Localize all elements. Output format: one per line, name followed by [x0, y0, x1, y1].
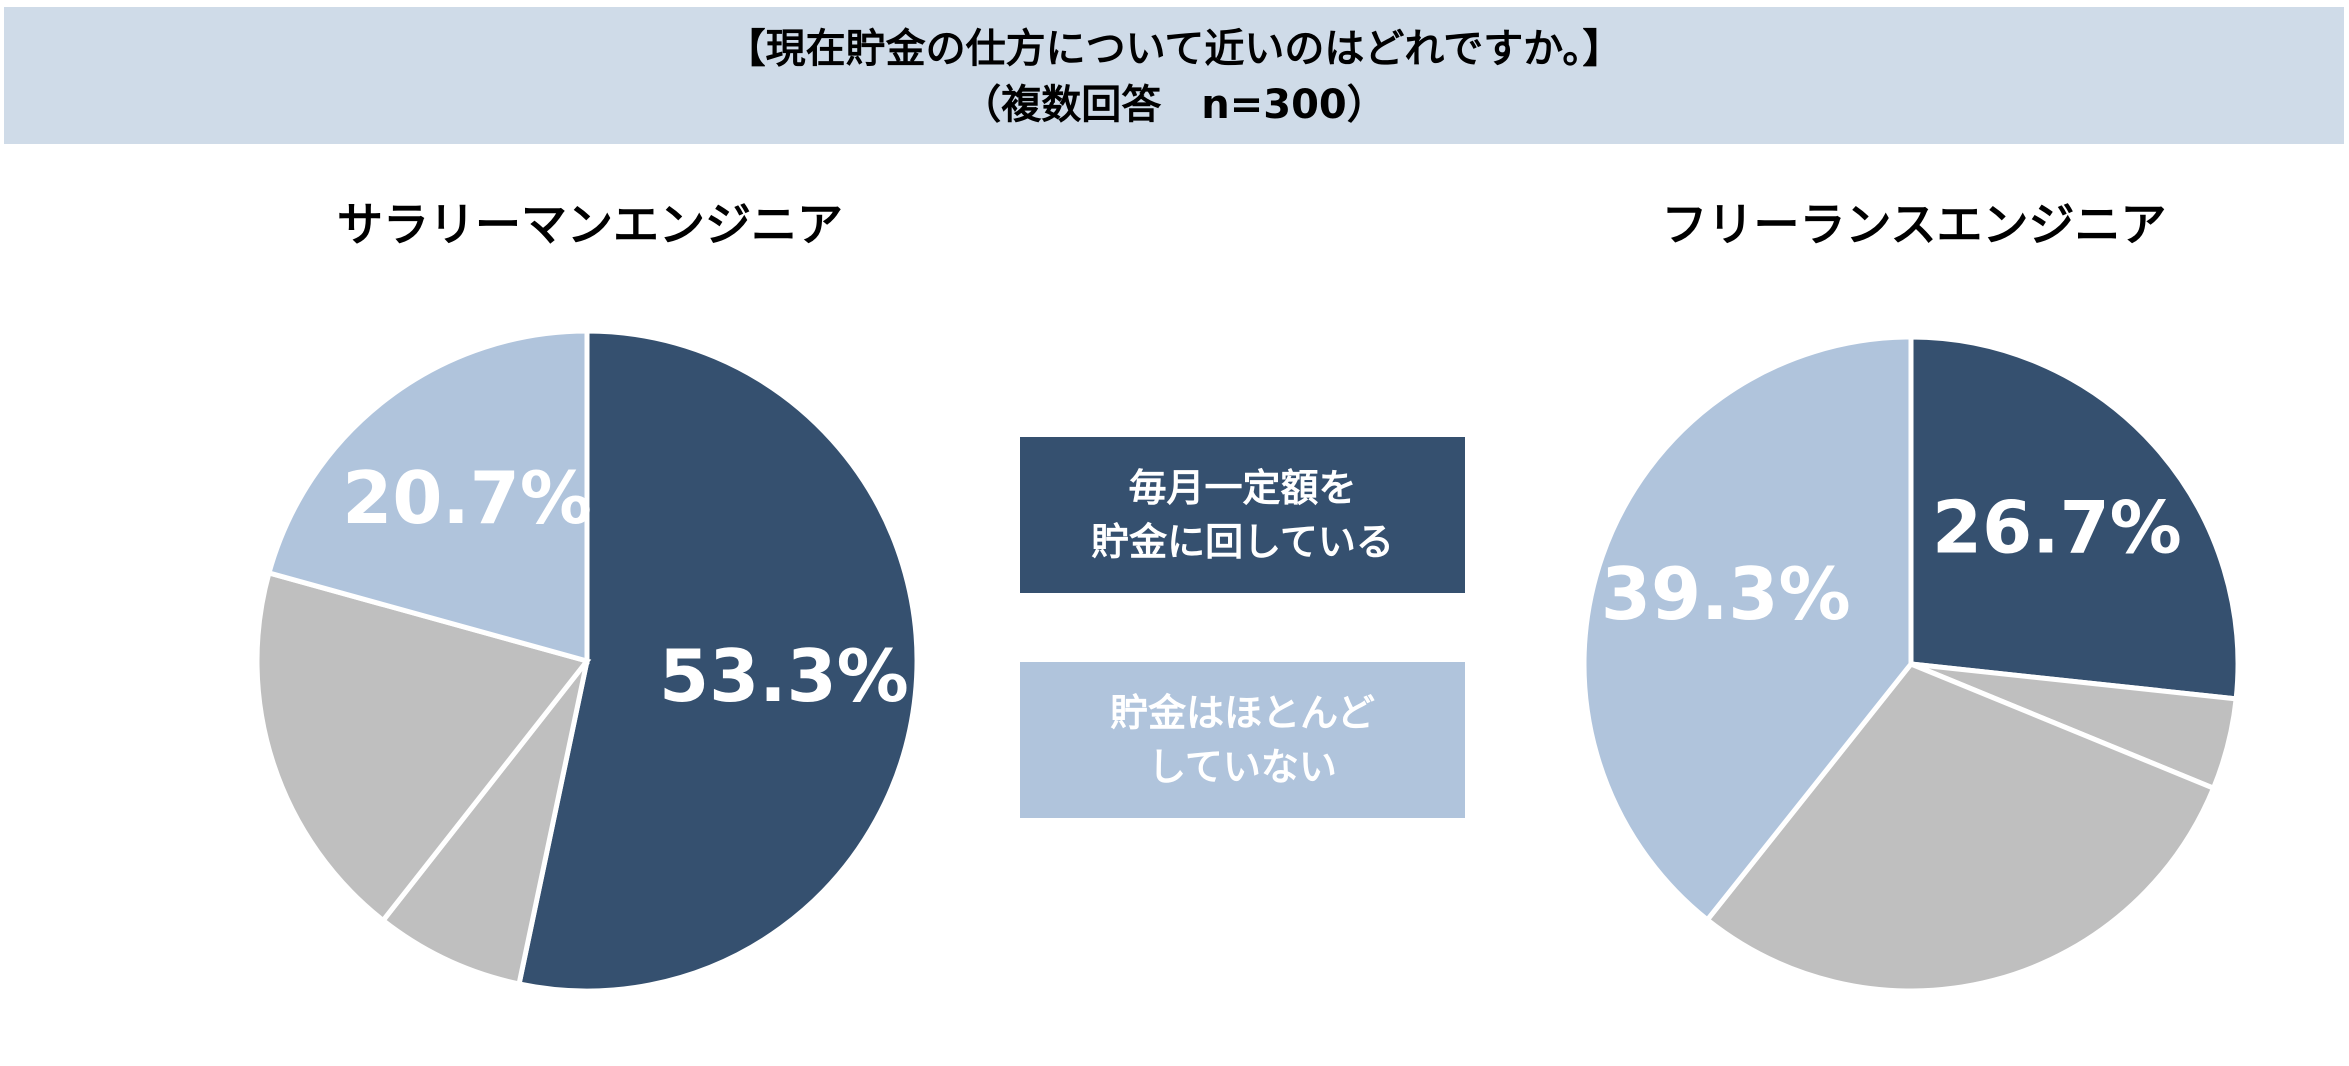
chart-title: フリーランスエンジニア: [1661, 198, 2166, 252]
legend-item: 毎月一定額を 貯金に回している: [1020, 437, 1465, 593]
title: 【現在貯金の仕方について近いのはどれですか。】: [725, 26, 1623, 72]
pie-slice: [516, 328, 920, 994]
pie-slice: [265, 328, 590, 665]
value-label: 53.3%: [659, 634, 909, 718]
value-label: 20.7%: [342, 456, 592, 540]
value-label: 26.7%: [1932, 485, 2182, 569]
pie-slice: [379, 659, 590, 987]
subtitle: （複数回答 n=300）: [961, 82, 1387, 128]
pie-slice: [1908, 334, 2241, 702]
header: 【現在貯金の仕方について近いのはどれですか。】 （複数回答 n=300）: [4, 7, 2344, 144]
legend-item: 貯金はほとんど していない: [1020, 662, 1465, 818]
chart-title: サラリーマンエンジニア: [337, 198, 843, 252]
pie-slice: [1581, 334, 1914, 924]
pie-slice: [254, 569, 592, 924]
value-label: 39.3%: [1601, 552, 1851, 636]
pie-slice: [1703, 660, 2217, 994]
